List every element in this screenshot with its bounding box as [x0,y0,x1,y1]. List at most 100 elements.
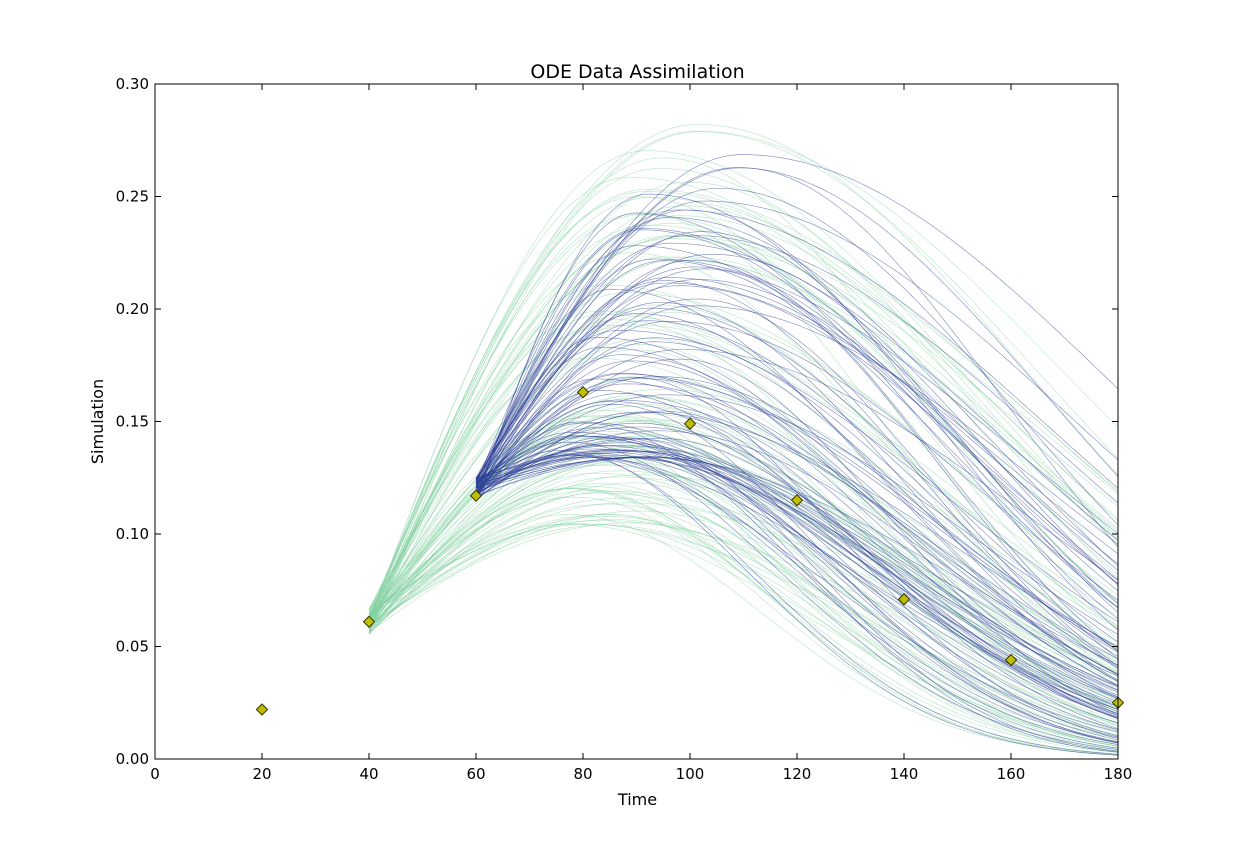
posterior-ensemble-line [475,337,1118,675]
posterior-ensemble-line [475,235,1118,504]
x-tick-label: 60 [466,765,485,783]
x-axis-title: Time [617,790,657,809]
posterior-ensemble-line [475,320,1118,601]
posterior-ensemble-line [475,349,1118,581]
prior-ensemble-line [368,324,1118,618]
y-tick-label: 0.05 [116,638,149,656]
posterior-ensemble-line [475,438,1118,752]
prior-ensemble-line [368,181,1118,630]
posterior-ensemble-line [475,258,1118,534]
posterior-ensemble-line [475,307,1118,643]
prior-ensemble-line [368,523,1118,743]
posterior-ensemble-line [475,266,1118,609]
posterior-ensemble-line [475,448,1118,687]
prior-ensemble-line [368,197,1118,633]
posterior-ensemble-line [475,167,1118,548]
posterior-ensemble-line [475,282,1118,555]
x-tick-label: 120 [783,765,812,783]
posterior-ensemble-line [475,229,1118,592]
prior-ensemble-line [368,292,1118,629]
observation-point [1004,653,1018,667]
prior-ensemble-line [368,497,1118,753]
prior-ensemble-line [368,514,1118,750]
posterior-ensemble-line [475,436,1118,741]
posterior-ensemble-line [475,231,1118,613]
posterior-ensemble [475,154,1118,756]
prior-ensemble-line [368,490,1118,737]
posterior-ensemble-line [475,411,1118,647]
posterior-ensemble-line [475,245,1118,584]
x-tick-label: 20 [252,765,271,783]
posterior-ensemble-line [475,341,1118,669]
y-tick-label: 0.15 [116,413,149,431]
prior-ensemble-line [368,235,1118,617]
prior-ensemble-line [368,432,1118,691]
y-axis-title: Simulation [88,379,107,464]
y-axis-ticks: 0.00 0.05 0.10 0.15 0.20 0.25 0.30 [116,75,1118,768]
posterior-ensemble-line [475,412,1118,729]
prior-ensemble-line [368,522,1118,733]
x-axis-ticks: 0 20 40 60 80 100 120 140 160 180 [150,84,1132,783]
posterior-ensemble-line [475,305,1118,545]
posterior-ensemble-line [475,217,1118,566]
prior-ensemble-line [368,349,1118,719]
posterior-ensemble-line [475,193,1118,605]
observation-point [576,386,590,399]
prior-ensemble-line [368,503,1118,747]
prior-ensemble-line [368,514,1118,756]
posterior-ensemble-line [475,346,1118,686]
prior-ensemble-line [368,519,1118,739]
observation-point [362,615,376,628]
prior-ensemble-line [368,235,1118,617]
prior-ensemble-line [368,474,1118,671]
prior-ensemble-line [368,487,1118,755]
posterior-ensemble-line [475,277,1118,565]
prior-ensemble-line [368,130,1118,619]
posterior-ensemble-line [475,441,1118,750]
posterior-ensemble-line [475,437,1118,718]
observation-point [790,494,804,507]
posterior-ensemble-line [475,456,1118,691]
observation-point [683,417,697,430]
posterior-ensemble-line [475,435,1118,715]
posterior-ensemble-line [475,298,1118,667]
posterior-ensemble-line [475,430,1118,675]
posterior-ensemble-line [475,403,1118,744]
prior-ensemble-line [368,454,1118,736]
prior-ensemble-line [368,215,1118,627]
observation-point [897,593,911,606]
x-tick-label: 0 [150,765,160,783]
observation-point [255,703,269,716]
x-tick-label: 140 [890,765,919,783]
posterior-ensemble-line [475,260,1118,609]
posterior-ensemble-line [475,422,1118,749]
prior-ensemble-line [368,488,1118,752]
posterior-ensemble-line [475,450,1118,737]
y-tick-label: 0.30 [116,75,149,93]
x-tick-label: 80 [573,765,592,783]
posterior-ensemble-line [475,313,1118,682]
prior-ensemble-line [368,150,1118,623]
posterior-ensemble-line [475,448,1118,730]
prior-ensemble-line [368,338,1118,704]
posterior-ensemble-line [475,253,1118,586]
prior-ensemble-line [368,176,1118,623]
prior-ensemble-line [368,213,1118,628]
prior-ensemble-line [368,319,1118,711]
y-tick-label: 0.20 [116,300,149,318]
prior-ensemble-line [368,196,1118,650]
posterior-ensemble-line [475,393,1118,710]
posterior-ensemble-line [475,302,1118,681]
prior-ensemble-line [368,224,1118,635]
x-tick-label: 180 [1104,765,1133,783]
posterior-ensemble-line [475,285,1118,580]
posterior-ensemble-line [475,209,1118,489]
prior-ensemble-line [368,168,1118,618]
y-tick-label: 0.25 [116,188,149,206]
posterior-ensemble-line [475,399,1118,660]
prior-ensemble-line [368,486,1118,739]
posterior-ensemble-line [475,456,1118,666]
posterior-ensemble-line [475,259,1118,653]
posterior-ensemble-line [475,378,1118,666]
posterior-ensemble-line [475,209,1118,631]
